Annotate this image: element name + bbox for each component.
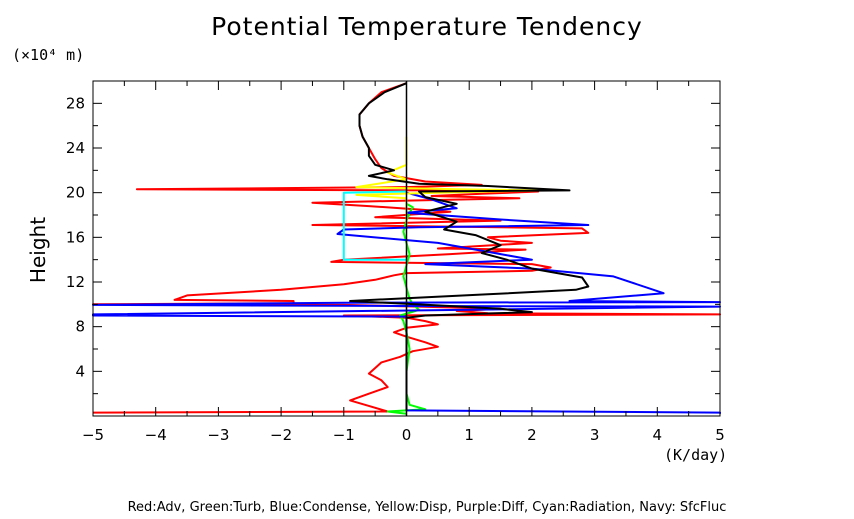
x-tick-label: 2 (527, 426, 537, 444)
x-axis-unit-label: (K/day) (664, 446, 728, 464)
series-adv-line (92, 82, 721, 414)
series-disp-line (355, 136, 546, 227)
y-tick-label: 4 (75, 362, 85, 380)
y-tick-label: 16 (66, 228, 85, 246)
x-tick-label: −4 (145, 426, 167, 444)
x-tick-label: −1 (333, 426, 355, 444)
x-tick-label: 4 (653, 426, 663, 444)
y-axis-label: Height (26, 216, 50, 284)
x-tick-label: 0 (402, 426, 412, 444)
y-tick-label: 28 (66, 94, 85, 112)
x-tick-label: −5 (82, 426, 104, 444)
legend-text: Red:Adv, Green:Turb, Blue:Condense, Yell… (127, 500, 727, 515)
x-tick-label: 3 (590, 426, 600, 444)
y-tick-label: 24 (66, 139, 85, 157)
y-tick-label: 12 (66, 273, 85, 291)
y-axis-unit-label: (×10⁴ m) (12, 46, 85, 64)
y-tick-label: 8 (75, 318, 85, 336)
series-layer (92, 82, 721, 415)
series-total-line (349, 82, 590, 411)
x-tick-label: 5 (715, 426, 725, 444)
series-radiation-line (342, 190, 407, 261)
x-tick-label: −3 (207, 426, 229, 444)
chart-title: Potential Temperature Tendency (211, 12, 643, 41)
y-tick-label: 20 (66, 184, 85, 202)
x-tick-label: −2 (270, 426, 292, 444)
x-tick-label: 1 (464, 426, 474, 444)
